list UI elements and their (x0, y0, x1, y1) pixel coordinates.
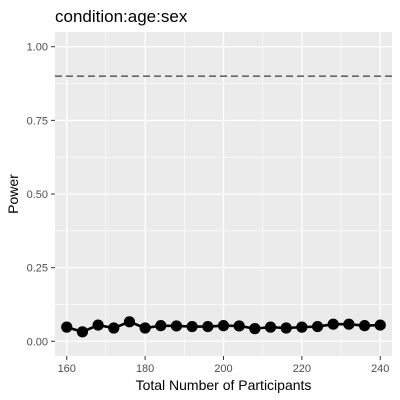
y-tick-label: 0.25 (27, 263, 48, 275)
series-group (61, 316, 386, 338)
data-point (108, 322, 120, 334)
y-tick-label: 0.75 (27, 115, 48, 127)
x-axis-label: Total Number of Participants (136, 377, 312, 393)
x-tick-label: 160 (58, 363, 76, 375)
data-point (296, 321, 308, 333)
data-point (358, 320, 371, 332)
x-tick-label: 220 (293, 363, 311, 375)
y-axis-label: Power (5, 174, 21, 214)
data-point (249, 323, 261, 335)
x-tick-label: 200 (214, 363, 232, 375)
data-point (202, 320, 214, 333)
data-point (311, 320, 324, 333)
data-point (264, 321, 277, 333)
data-point (374, 319, 386, 331)
x-tick-label: 240 (371, 363, 389, 375)
data-point (170, 320, 183, 332)
x-tick-label: 180 (136, 363, 154, 375)
gridlines (55, 32, 392, 356)
data-point (155, 320, 167, 332)
data-point (217, 320, 230, 332)
x-axis: 160 180 200 220 240 (58, 356, 389, 375)
chart-title: condition:age:sex (55, 7, 188, 26)
data-point (186, 320, 198, 333)
data-point (343, 318, 355, 330)
data-point (76, 326, 89, 338)
data-point (233, 320, 245, 332)
y-tick-label: 1.00 (27, 42, 48, 54)
data-point (280, 322, 292, 334)
data-point (327, 318, 339, 330)
data-point (139, 322, 151, 334)
data-point (92, 319, 104, 331)
data-point (61, 321, 73, 333)
data-point (123, 316, 136, 328)
y-axis: 0.00 0.25 0.50 0.75 1.00 (27, 42, 55, 348)
y-tick-label: 0.00 (27, 336, 48, 348)
y-tick-label: 0.50 (27, 189, 48, 201)
